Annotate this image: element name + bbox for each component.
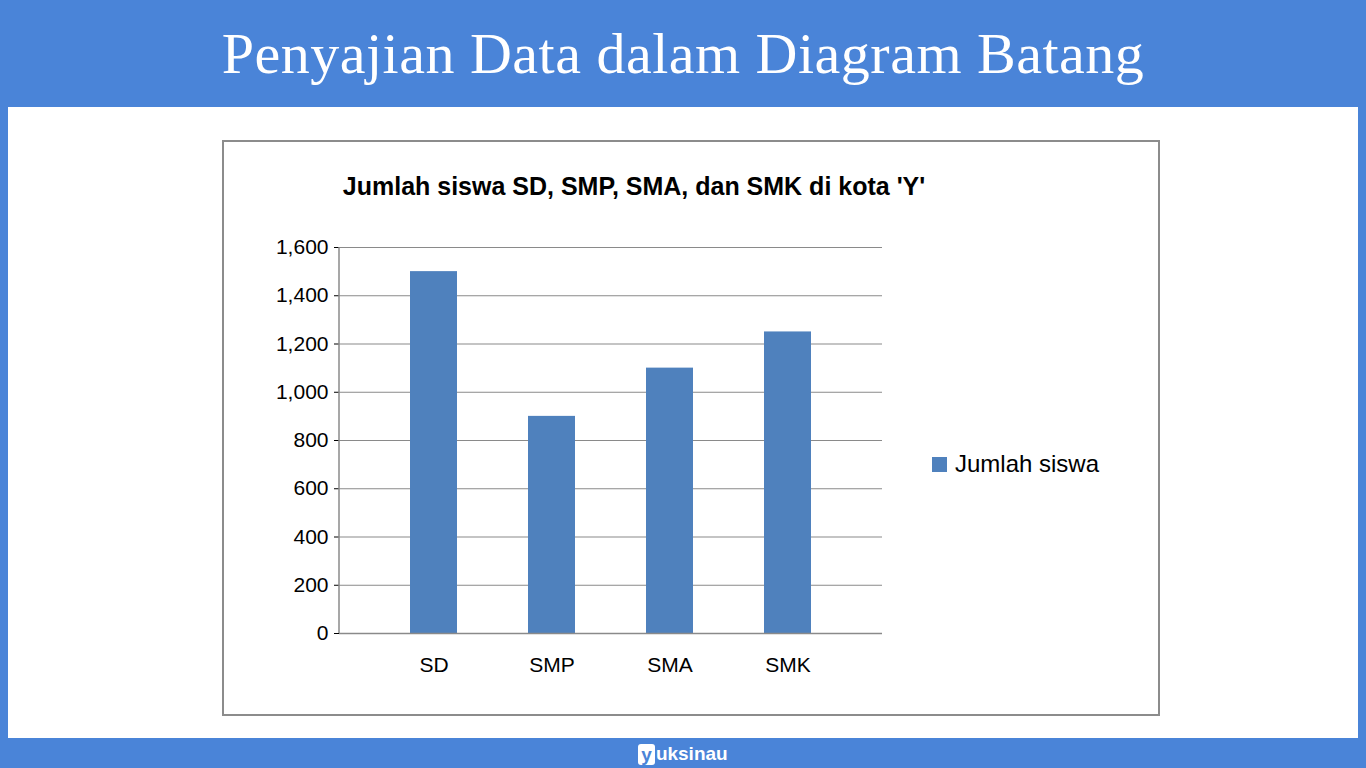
svg-text:SMP: SMP xyxy=(529,653,575,676)
svg-text:SMK: SMK xyxy=(765,653,811,676)
html-text:Jumlah siswa SD, SMP, SMA, dan: Jumlah siswa SD, SMP, SMA, dan SMK di ko… xyxy=(342,172,926,200)
svg-text:1,000: 1,000 xyxy=(276,380,329,403)
svg-text:600: 600 xyxy=(293,476,328,499)
svg-text:0: 0 xyxy=(317,621,329,644)
svg-text:400: 400 xyxy=(293,525,328,548)
svg-text:SMA: SMA xyxy=(647,653,693,676)
svg-text:800: 800 xyxy=(293,428,328,451)
svg-text:SD: SD xyxy=(419,653,448,676)
html-text:Penyajian Data dalam Diagram B: Penyajian Data dalam Diagram Batang xyxy=(221,21,1145,86)
svg-text:1,200: 1,200 xyxy=(276,332,329,355)
html-text:y uksinau: y uksinau xyxy=(641,743,728,765)
svg-text:1,600: 1,600 xyxy=(276,235,329,258)
svg-text:200: 200 xyxy=(293,573,328,596)
svg-text:1,400: 1,400 xyxy=(276,283,329,306)
html-text:Jumlah siswa: Jumlah siswa xyxy=(955,450,1099,477)
